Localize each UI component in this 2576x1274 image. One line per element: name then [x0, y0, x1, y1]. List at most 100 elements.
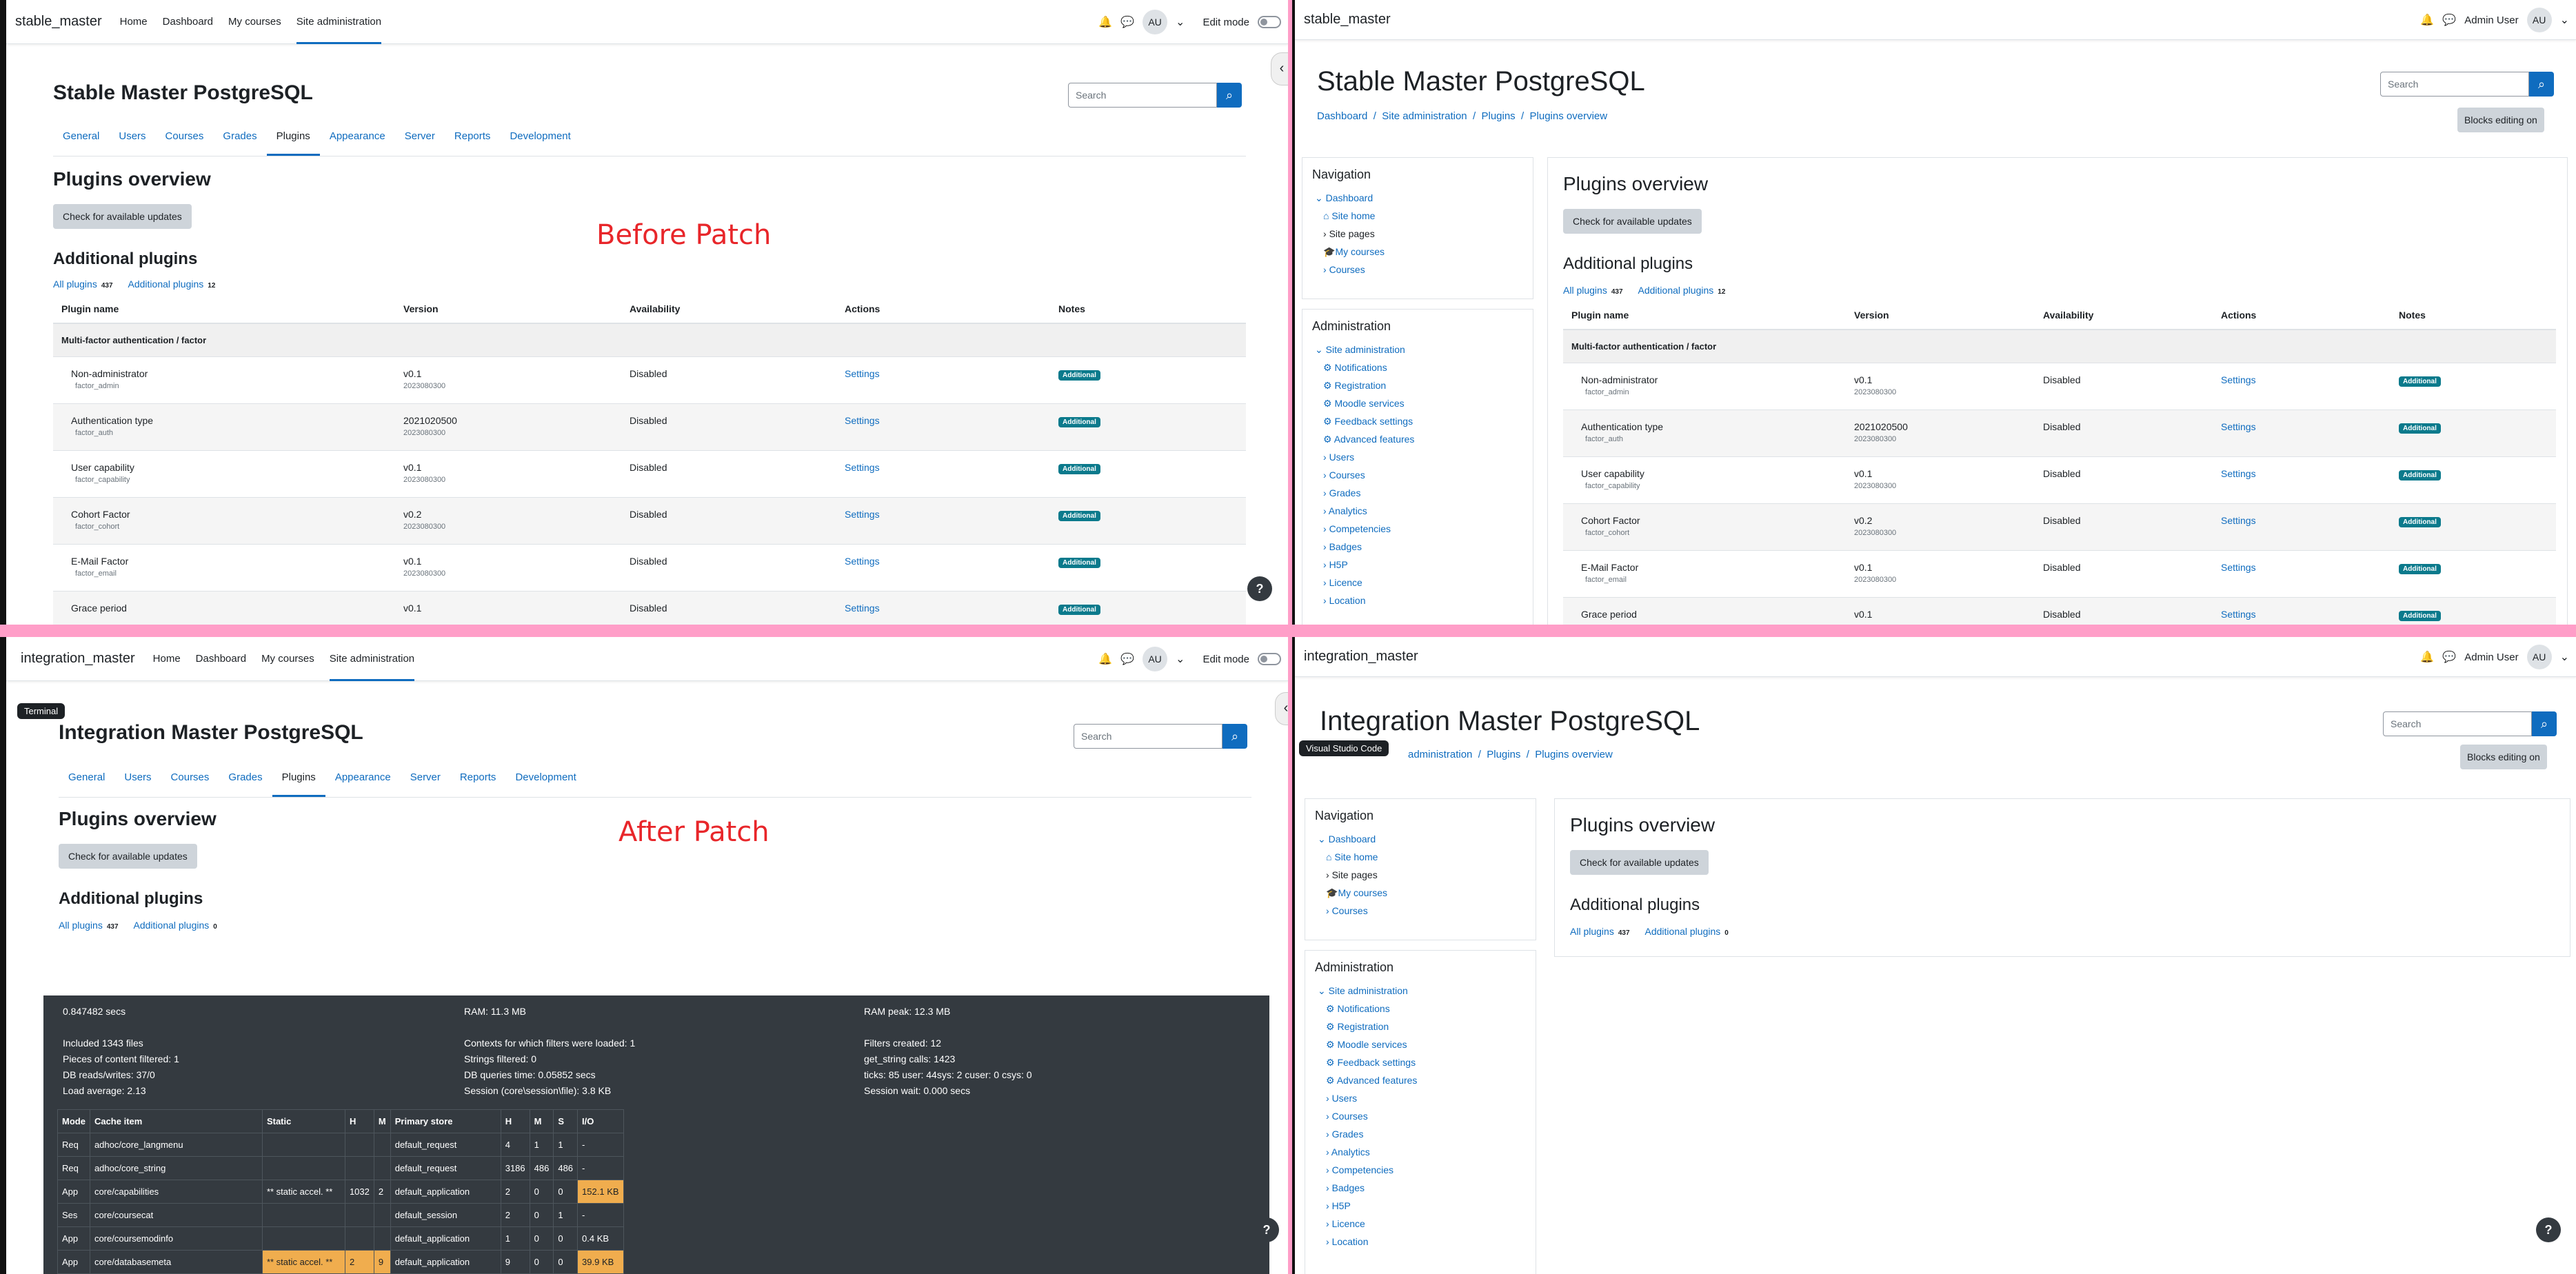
search-input[interactable]: Search: [2383, 711, 2532, 736]
check-updates-button[interactable]: Check for available updates: [59, 844, 197, 869]
admin-tree-licence[interactable]: › Licence: [1326, 1218, 1365, 1229]
nav-my-courses[interactable]: My courses: [228, 15, 281, 28]
nav-home[interactable]: Home: [119, 15, 148, 28]
site-brand[interactable]: integration_master: [1304, 649, 1418, 664]
admin-tree-analytics[interactable]: › Analytics: [1326, 1146, 1370, 1157]
site-brand[interactable]: stable_master: [1304, 12, 1391, 27]
nav-tree-my-courses[interactable]: 🎓My courses: [1326, 887, 1388, 898]
nav-dashboard[interactable]: Dashboard: [195, 652, 247, 665]
additional-plugins-link[interactable]: Additional plugins: [1638, 285, 1714, 296]
nav-tree-courses[interactable]: › Courses: [1323, 264, 1365, 275]
help-button[interactable]: ?: [1254, 1217, 1279, 1242]
admin-tree-courses[interactable]: › Courses: [1323, 469, 1365, 481]
nav-tree-site-pages[interactable]: › Site pages: [1326, 869, 1378, 880]
breadcrumb-site-administration[interactable]: Site administration: [1382, 110, 1467, 122]
additional-plugins-link[interactable]: Additional plugins: [128, 279, 204, 290]
chevron-down-icon[interactable]: ⌄: [1176, 17, 1185, 28]
admin-tree-advanced-features[interactable]: ⚙ Advanced features: [1323, 434, 1415, 445]
bell-icon[interactable]: 🔔: [2420, 651, 2435, 663]
tab-users[interactable]: Users: [124, 771, 152, 783]
nav-dashboard[interactable]: Dashboard: [162, 15, 214, 28]
admin-tree-moodle-services[interactable]: ⚙ Moodle services: [1323, 398, 1405, 409]
nav-tree-courses[interactable]: › Courses: [1326, 905, 1368, 916]
chevron-down-icon[interactable]: ⌄: [1176, 654, 1185, 665]
admin-tree-notifications[interactable]: ⚙ Notifications: [1323, 362, 1387, 373]
admin-tree-licence[interactable]: › Licence: [1323, 577, 1362, 588]
tab-appearance[interactable]: Appearance: [329, 130, 385, 142]
nav-tree-dashboard[interactable]: ⌄ Dashboard: [1318, 833, 1376, 845]
nav-tree-my-courses[interactable]: 🎓My courses: [1323, 246, 1385, 257]
settings-link[interactable]: Settings: [2221, 374, 2256, 385]
blocks-editing-button[interactable]: Blocks editing on: [2457, 108, 2544, 132]
additional-plugins-link[interactable]: Additional plugins: [1644, 926, 1721, 937]
settings-link[interactable]: Settings: [845, 603, 880, 614]
tab-server[interactable]: Server: [404, 130, 435, 142]
settings-link[interactable]: Settings: [2221, 562, 2256, 573]
tab-appearance[interactable]: Appearance: [334, 771, 391, 783]
chat-icon[interactable]: 💬: [1120, 654, 1135, 665]
admin-tree-feedback-settings[interactable]: ⚙ Feedback settings: [1326, 1057, 1416, 1068]
tab-reports[interactable]: Reports: [459, 771, 496, 783]
admin-tree-location[interactable]: › Location: [1326, 1236, 1369, 1247]
search-input[interactable]: Search: [2380, 72, 2529, 97]
tab-courses[interactable]: Courses: [170, 771, 210, 783]
chat-icon[interactable]: 💬: [2442, 651, 2457, 663]
nav-tree-dashboard[interactable]: ⌄ Dashboard: [1315, 192, 1373, 203]
admin-tree-grades[interactable]: › Grades: [1326, 1129, 1364, 1140]
all-plugins-link[interactable]: All plugins: [1570, 926, 1614, 937]
tab-general[interactable]: General: [68, 771, 105, 783]
breadcrumb-site-administration[interactable]: administration: [1408, 749, 1473, 760]
nav-site-administration[interactable]: Site administration: [329, 637, 415, 681]
admin-tree-users[interactable]: › Users: [1326, 1093, 1358, 1104]
search-input[interactable]: Search: [1074, 724, 1222, 749]
chevron-down-icon[interactable]: ⌄: [2559, 651, 2569, 663]
chat-icon[interactable]: 💬: [1120, 17, 1135, 28]
tab-general[interactable]: General: [63, 130, 100, 142]
user-name[interactable]: Admin User: [2464, 651, 2519, 663]
all-plugins-link[interactable]: All plugins: [53, 279, 97, 290]
settings-link[interactable]: Settings: [2221, 515, 2256, 526]
check-updates-button[interactable]: Check for available updates: [53, 204, 192, 229]
all-plugins-link[interactable]: All plugins: [1563, 285, 1607, 296]
avatar[interactable]: AU: [2526, 645, 2552, 669]
admin-tree-badges[interactable]: › Badges: [1323, 541, 1362, 552]
admin-tree-users[interactable]: › Users: [1323, 452, 1355, 463]
search-button[interactable]: ⌕: [1217, 83, 1242, 108]
site-brand[interactable]: integration_master: [21, 651, 135, 666]
admin-tree-site-administration[interactable]: ⌄ Site administration: [1315, 344, 1405, 355]
settings-link[interactable]: Settings: [2221, 609, 2256, 620]
breadcrumb-plugins-overview[interactable]: Plugins overview: [1535, 749, 1613, 760]
admin-tree-registration[interactable]: ⚙ Registration: [1323, 380, 1387, 391]
drawer-toggle[interactable]: ‹: [1271, 52, 1288, 85]
nav-my-courses[interactable]: My courses: [261, 652, 314, 665]
search-input[interactable]: Search: [1068, 83, 1217, 108]
breadcrumb-plugins[interactable]: Plugins: [1487, 749, 1521, 760]
admin-tree-courses[interactable]: › Courses: [1326, 1111, 1368, 1122]
settings-link[interactable]: Settings: [2221, 468, 2256, 479]
bell-icon[interactable]: 🔔: [2420, 14, 2435, 26]
admin-tree-badges[interactable]: › Badges: [1326, 1182, 1365, 1193]
admin-tree-notifications[interactable]: ⚙ Notifications: [1326, 1003, 1390, 1014]
edit-mode-toggle[interactable]: [1258, 16, 1281, 28]
drawer-toggle[interactable]: ‹: [1275, 692, 1288, 725]
settings-link[interactable]: Settings: [845, 462, 880, 473]
nav-home[interactable]: Home: [152, 652, 181, 665]
edit-mode-toggle[interactable]: [1258, 653, 1281, 665]
breadcrumb-dashboard[interactable]: Dashboard: [1317, 110, 1368, 122]
admin-tree-competencies[interactable]: › Competencies: [1323, 523, 1391, 534]
admin-tree-grades[interactable]: › Grades: [1323, 487, 1361, 498]
tab-grades[interactable]: Grades: [223, 130, 257, 142]
search-button[interactable]: ⌕: [2532, 711, 2557, 736]
tab-courses[interactable]: Courses: [165, 130, 204, 142]
bell-icon[interactable]: 🔔: [1098, 17, 1113, 28]
admin-tree-moodle-services[interactable]: ⚙ Moodle services: [1326, 1039, 1407, 1050]
nav-tree-site-pages[interactable]: › Site pages: [1323, 228, 1375, 239]
admin-tree-location[interactable]: › Location: [1323, 595, 1366, 606]
admin-tree-competencies[interactable]: › Competencies: [1326, 1164, 1394, 1175]
site-brand[interactable]: stable_master: [15, 14, 102, 29]
nav-tree-site-home[interactable]: ⌂ Site home: [1326, 851, 1378, 862]
tab-development[interactable]: Development: [510, 130, 571, 142]
search-button[interactable]: ⌕: [2529, 72, 2554, 97]
blocks-editing-button[interactable]: Blocks editing on: [2460, 745, 2547, 769]
chevron-down-icon[interactable]: ⌄: [2559, 14, 2569, 26]
